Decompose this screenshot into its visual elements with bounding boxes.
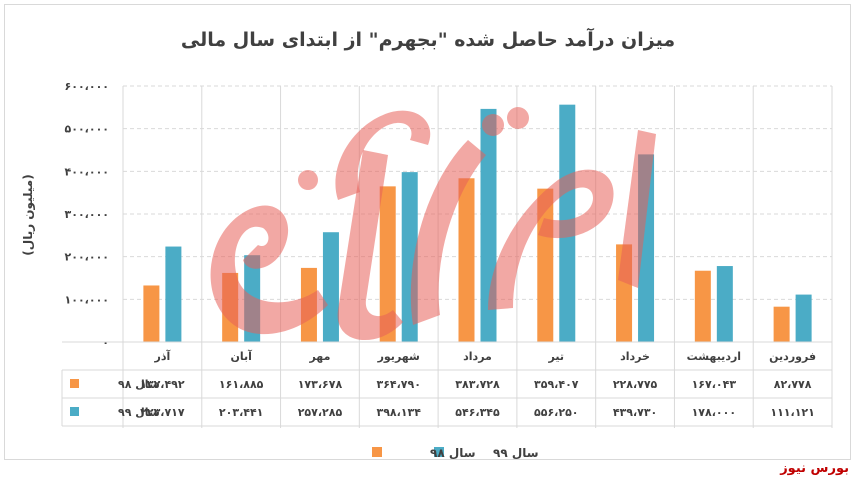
y-tick-label: ۲۰۰،۰۰۰: [65, 251, 109, 264]
category-label: خرداد: [620, 350, 650, 363]
data-label: ۵۴۶،۳۴۵: [455, 406, 500, 419]
data-label: ۱۶۱،۸۸۵: [219, 378, 264, 391]
category-label: آبان: [230, 349, 252, 363]
data-label: ۸۲،۷۷۸: [774, 378, 812, 391]
data-label: ۲۲۳،۷۱۷: [140, 406, 185, 419]
data-label: ۳۹۸،۱۳۴: [376, 406, 421, 419]
bar-series-98: [222, 272, 239, 342]
bar-series-98: [773, 306, 790, 342]
category-label: فروردین: [769, 350, 816, 363]
category-label: شهریور: [377, 350, 420, 363]
bar-series-99: [716, 266, 733, 342]
bar-series-99: [244, 255, 261, 342]
bar-series-98: [458, 178, 475, 342]
category-label: مهر: [308, 350, 330, 363]
bar-series-99: [559, 104, 576, 343]
data-table: فروردین ۸۲،۷۷۸ ۱۱۱،۱۲۱ اردیبهشت ۱۶۷،۰۴۳ ۱۷۸،۰…: [61, 341, 832, 427]
y-tick-label: ۶۰۰،۰۰۰: [65, 80, 109, 93]
y-tick-label: ۴۰۰،۰۰۰: [65, 165, 109, 178]
legend-label: سال ۹۸: [430, 446, 476, 460]
y-tick-label: ۳۰۰،۰۰۰: [65, 208, 109, 221]
table-legend-key: [70, 379, 79, 388]
bar-series-98: [616, 244, 633, 342]
data-label: ۴۳۹،۷۳۰: [613, 406, 657, 419]
data-label: ۳۶۴،۷۹۰: [376, 378, 420, 391]
bar-series-98: [379, 186, 396, 342]
plot-area: ۰۱۰۰،۰۰۰۲۰۰،۰۰۰۳۰۰،۰۰۰۴۰۰،۰۰۰۵۰۰،۰۰۰۶۰۰،…: [65, 80, 833, 428]
legend-label: سال ۹۹: [493, 446, 539, 460]
bar-series-99: [401, 172, 418, 342]
y-tick-label: ۱۰۰،۰۰۰: [65, 293, 109, 306]
bar-series-98: [537, 188, 554, 342]
category-label: اردیبهشت: [687, 350, 741, 363]
data-label: ۱۱۱،۱۲۱: [770, 406, 814, 419]
chart-title: میزان درآمد حاصل شده "بجهرم" از ابتدای س…: [181, 27, 675, 51]
bar-series-98: [694, 270, 711, 342]
category-label: مرداد: [463, 350, 492, 363]
data-label: ۲۰۳،۴۴۱: [219, 406, 263, 419]
bar-series-98: [143, 285, 160, 342]
source-label: بورس نیوز: [780, 461, 849, 476]
table-series-name: سال ۹۹: [118, 406, 160, 419]
data-label: ۳۸۳،۷۲۸: [455, 378, 500, 391]
table-series-name: سال ۹۸: [118, 378, 160, 391]
data-label: ۱۷۸،۰۰۰: [692, 406, 736, 419]
legend-key: [434, 447, 444, 457]
legend-key: [372, 447, 382, 457]
legend: سال ۹۹ سال ۹۸: [372, 446, 539, 460]
data-label: ۱۳۲،۴۹۲: [140, 378, 185, 391]
bar-series-98: [300, 267, 317, 342]
data-label: ۲۵۷،۲۸۵: [298, 406, 343, 419]
data-label: ۲۲۸،۷۷۵: [613, 378, 658, 391]
category-label: آذر: [154, 349, 171, 363]
bar-series-99: [638, 154, 655, 342]
bar-series-99: [165, 246, 182, 342]
bar-series-99: [795, 294, 812, 342]
y-tick-label: ۵۰۰،۰۰۰: [65, 123, 109, 136]
y-axis-label: (میلیون ریال): [21, 174, 36, 255]
data-label: ۳۵۹،۴۰۷: [534, 378, 579, 391]
category-label: تیر: [548, 350, 564, 363]
data-label: ۱۷۳،۶۷۸: [298, 378, 343, 391]
bar-series-99: [322, 232, 339, 342]
data-label: ۱۶۷،۰۴۳: [692, 378, 737, 391]
data-label: ۵۵۶،۲۵۰: [534, 406, 578, 419]
bar-series-99: [480, 108, 497, 343]
table-legend-key: [70, 407, 79, 416]
